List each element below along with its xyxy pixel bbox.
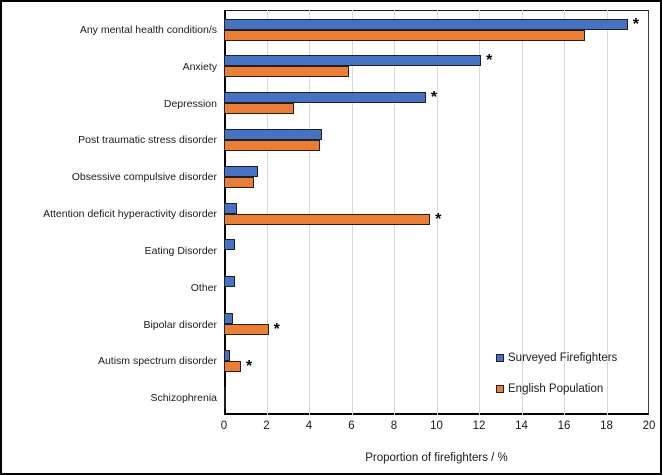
significance-asterisk: * <box>273 321 280 339</box>
significance-asterisk: * <box>435 210 442 228</box>
gridline <box>606 10 608 415</box>
bar-surveyed-firefighters <box>224 165 258 177</box>
x-tick-label: 0 <box>220 420 228 432</box>
gridline <box>564 10 565 415</box>
x-tick-label: 8 <box>390 420 398 432</box>
legend-label: Surveyed Firefighters <box>508 352 618 364</box>
x-tick-label: 6 <box>348 420 355 432</box>
x-tick-label: 10 <box>430 420 443 432</box>
bar-surveyed-firefighters <box>224 55 482 67</box>
legend-swatch <box>496 354 504 362</box>
bar-english-population <box>224 139 320 151</box>
gridline <box>351 10 353 415</box>
x-axis-title: Proportion of firefighters / % <box>365 452 508 464</box>
bar-english-population <box>224 176 254 188</box>
x-tick-label: 2 <box>263 420 270 432</box>
x-tick-label: 16 <box>557 420 571 432</box>
category-label: Obsessive compulsive disorder <box>71 171 217 184</box>
x-tick-label: 18 <box>600 420 613 432</box>
legend-swatch <box>496 385 504 393</box>
bar-surveyed-firefighters <box>224 276 235 288</box>
significance-asterisk: * <box>246 357 253 375</box>
significance-asterisk: * <box>486 52 493 70</box>
category-label: Bipolar disorder <box>143 318 217 331</box>
x-tick-label: 12 <box>472 420 486 432</box>
bar-surveyed-firefighters <box>224 92 426 104</box>
gridline <box>309 10 310 415</box>
category-label: Any mental health condition/s <box>79 24 217 36</box>
bar-english-population <box>224 103 295 115</box>
legend-item: Surveyed Firefighters <box>496 351 617 365</box>
category-label: Attention deficit hyperactivity disorder <box>43 208 217 221</box>
category-label: Schizophrenia <box>150 392 217 405</box>
gridline <box>436 10 438 415</box>
gridline <box>521 10 523 415</box>
bar-english-population <box>224 324 269 336</box>
bar-english-population <box>224 397 226 409</box>
bar-surveyed-firefighters <box>224 349 231 361</box>
bar-surveyed-firefighters <box>224 239 235 251</box>
category-label: Other <box>190 281 217 294</box>
bar-english-population <box>224 213 431 225</box>
legend: Surveyed Firefighters English Population <box>496 351 617 413</box>
legend-label: English Population <box>508 383 604 395</box>
bar-english-population <box>224 29 586 41</box>
legend-item: English Population <box>496 382 617 396</box>
category-label: Post traumatic stress disorder <box>78 134 217 147</box>
category-label: Autism spectrum disorder <box>97 355 217 368</box>
bar-surveyed-firefighters <box>224 128 322 140</box>
significance-asterisk: * <box>632 15 639 33</box>
category-label: Depression <box>163 97 217 110</box>
gridline <box>266 10 268 415</box>
bar-surveyed-firefighters <box>224 18 628 30</box>
bar-surveyed-firefighters <box>224 386 227 398</box>
x-tick-label: 14 <box>515 420 528 432</box>
significance-asterisk: * <box>430 89 438 107</box>
bar-surveyed-firefighters <box>224 202 237 214</box>
bar-surveyed-firefighters <box>224 313 233 325</box>
x-tick-label: 4 <box>305 420 313 432</box>
gridline <box>479 10 480 415</box>
x-tick-label: 20 <box>642 420 656 432</box>
bar-english-population <box>224 66 350 78</box>
gridline <box>394 10 395 415</box>
bar-english-population <box>224 360 241 372</box>
category-label: Eating Disorder <box>144 244 217 257</box>
category-label: Anxiety <box>182 60 217 73</box>
